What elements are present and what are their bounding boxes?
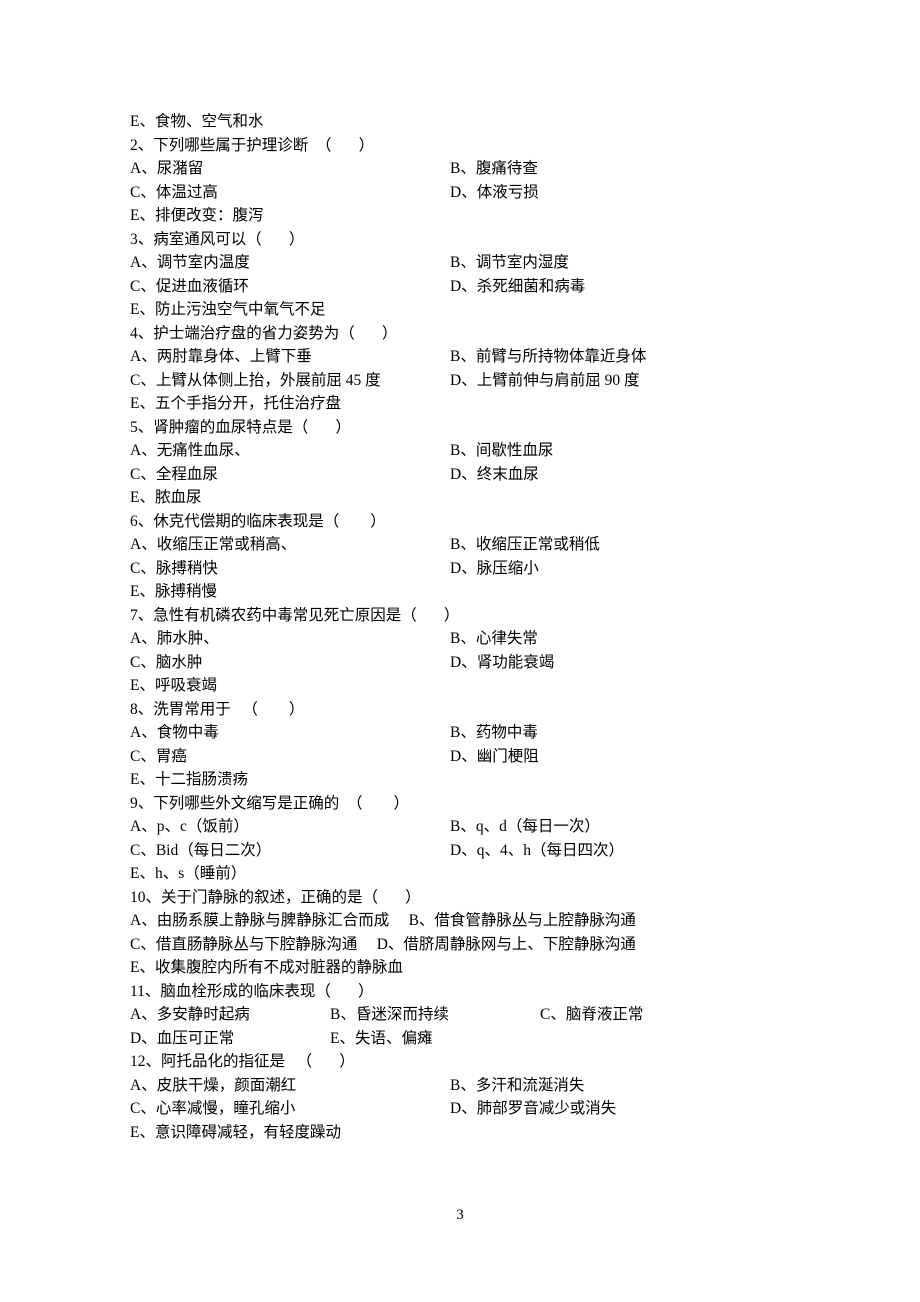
q9-b: B、q、d（每日一次） — [450, 815, 600, 839]
q8-a: A、食物中毒 — [130, 721, 450, 745]
q8-c: C、胃癌 — [130, 745, 450, 769]
q7-d: D、肾功能衰竭 — [450, 651, 554, 675]
q12-ab: A、皮肤干燥，颜面潮红 B、多汗和流涎消失 — [130, 1074, 790, 1098]
q9-ab: A、p、c（饭前） B、q、d（每日一次） — [130, 815, 790, 839]
q7-ab: A、肺水肿、 B、心律失常 — [130, 627, 790, 651]
q2-b: B、腹痛待查 — [450, 157, 538, 181]
q3-ab: A、调节室内温度 B、调节室内湿度 — [130, 251, 790, 275]
q5-cd: C、全程血尿 D、终末血尿 — [130, 463, 790, 487]
q4-e: E、五个手指分开，托住治疗盘 — [130, 392, 790, 416]
q2-d: D、体液亏损 — [450, 181, 539, 205]
q6-d: D、脉压缩小 — [450, 557, 539, 581]
q4-c: C、上臂从体侧上抬，外展前屈 45 度 — [130, 369, 450, 393]
q4-ab: A、两肘靠身体、上臂下垂 B、前臂与所持物体靠近身体 — [130, 345, 790, 369]
q5-d: D、终末血尿 — [450, 463, 539, 487]
q6-c: C、脉搏稍快 — [130, 557, 450, 581]
q7-cd: C、脑水肿 D、肾功能衰竭 — [130, 651, 790, 675]
q3-cd: C、促进血液循环 D、杀死细菌和病毒 — [130, 275, 790, 299]
orphan-option-e: E、食物、空气和水 — [130, 110, 790, 134]
q8-cd: C、胃癌 D、幽门梗阻 — [130, 745, 790, 769]
q12-e: E、意识障碍减轻，有轻度躁动 — [130, 1121, 790, 1145]
q11-c: C、脑脊液正常 — [540, 1003, 643, 1027]
q4-cd: C、上臂从体侧上抬，外展前屈 45 度 D、上臂前伸与肩前屈 90 度 — [130, 369, 790, 393]
q7-e: E、呼吸衰竭 — [130, 674, 790, 698]
q10-ab: A、由肠系膜上静脉与脾静脉汇合而成 B、借食管静脉丛与上腔静脉沟通 — [130, 909, 790, 933]
q10-e: E、收集腹腔内所有不成对脏器的静脉血 — [130, 956, 790, 980]
q12-b: B、多汗和流涎消失 — [450, 1074, 584, 1098]
q6-e: E、脉搏稍慢 — [130, 580, 790, 604]
q3-d: D、杀死细菌和病毒 — [450, 275, 585, 299]
q7-a: A、肺水肿、 — [130, 627, 450, 651]
q8-d: D、幽门梗阻 — [450, 745, 539, 769]
q2-stem: 2、下列哪些属于护理诊断 （ ） — [130, 134, 790, 158]
q4-b: B、前臂与所持物体靠近身体 — [450, 345, 646, 369]
q11-a: A、多安静时起病 — [130, 1003, 330, 1027]
q5-e: E、脓血尿 — [130, 486, 790, 510]
q12-cd: C、心率减慢，瞳孔缩小 D、肺部罗音减少或消失 — [130, 1097, 790, 1121]
q4-stem: 4、护士端治疗盘的省力姿势为（ ） — [130, 322, 790, 346]
q12-stem: 12、阿托品化的指征是 （ ） — [130, 1050, 790, 1074]
q10-cd: C、借直肠静脉丛与下腔静脉沟通 D、借脐周静脉网与上、下腔静脉沟通 — [130, 933, 790, 957]
q5-a: A、无痛性血尿、 — [130, 439, 450, 463]
q7-stem: 7、急性有机磷农药中毒常见死亡原因是（ ） — [130, 604, 790, 628]
q5-b: B、间歇性血尿 — [450, 439, 553, 463]
q12-c: C、心率减慢，瞳孔缩小 — [130, 1097, 450, 1121]
q11-b: B、昏迷深而持续 — [330, 1003, 540, 1027]
q11-de: D、血压可正常 E、失语、偏瘫 — [130, 1027, 790, 1051]
q11-stem: 11、脑血栓形成的临床表现（ ） — [130, 980, 790, 1004]
q11-abc: A、多安静时起病 B、昏迷深而持续 C、脑脊液正常 — [130, 1003, 790, 1027]
q8-e: E、十二指肠溃疡 — [130, 768, 790, 792]
q9-cd: C、Bid（每日二次） D、q、4、h（每日四次） — [130, 839, 790, 863]
q6-ab: A、收缩压正常或稍高、 B、收缩压正常或稍低 — [130, 533, 790, 557]
q8-stem: 8、洗胃常用于 （ ） — [130, 698, 790, 722]
q7-c: C、脑水肿 — [130, 651, 450, 675]
q5-stem: 5、肾肿瘤的血尿特点是（ ） — [130, 416, 790, 440]
q10-stem: 10、关于门静脉的叙述，正确的是（ ） — [130, 886, 790, 910]
q3-a: A、调节室内温度 — [130, 251, 450, 275]
q6-cd: C、脉搏稍快 D、脉压缩小 — [130, 557, 790, 581]
q3-c: C、促进血液循环 — [130, 275, 450, 299]
q9-a: A、p、c（饭前） — [130, 815, 450, 839]
exam-page: E、食物、空气和水 2、下列哪些属于护理诊断 （ ） A、尿潴留 B、腹痛待查 … — [0, 0, 920, 1268]
q2-c: C、体温过高 — [130, 181, 450, 205]
q6-stem: 6、休克代偿期的临床表现是（ ） — [130, 510, 790, 534]
q12-a: A、皮肤干燥，颜面潮红 — [130, 1074, 450, 1098]
q5-ab: A、无痛性血尿、 B、间歇性血尿 — [130, 439, 790, 463]
q9-e: E、h、s（睡前） — [130, 862, 790, 886]
q2-cd: C、体温过高 D、体液亏损 — [130, 181, 790, 205]
q6-b: B、收缩压正常或稍低 — [450, 533, 600, 557]
q2-a: A、尿潴留 — [130, 157, 450, 181]
q3-stem: 3、病室通风可以（ ） — [130, 228, 790, 252]
q2-e: E、排便改变：腹泻 — [130, 204, 790, 228]
q9-d: D、q、4、h（每日四次） — [450, 839, 624, 863]
q2-ab: A、尿潴留 B、腹痛待查 — [130, 157, 790, 181]
q3-e: E、防止污浊空气中氧气不足 — [130, 298, 790, 322]
page-number: 3 — [130, 1204, 790, 1228]
q7-b: B、心律失常 — [450, 627, 538, 651]
q11-d: D、血压可正常 — [130, 1027, 330, 1051]
q12-d: D、肺部罗音减少或消失 — [450, 1097, 616, 1121]
q4-d: D、上臂前伸与肩前屈 90 度 — [450, 369, 639, 393]
q4-a: A、两肘靠身体、上臂下垂 — [130, 345, 450, 369]
q9-c: C、Bid（每日二次） — [130, 839, 450, 863]
q8-b: B、药物中毒 — [450, 721, 538, 745]
q11-e: E、失语、偏瘫 — [330, 1027, 432, 1051]
q9-stem: 9、下列哪些外文缩写是正确的 （ ） — [130, 792, 790, 816]
q3-b: B、调节室内湿度 — [450, 251, 569, 275]
q6-a: A、收缩压正常或稍高、 — [130, 533, 450, 557]
q8-ab: A、食物中毒 B、药物中毒 — [130, 721, 790, 745]
q5-c: C、全程血尿 — [130, 463, 450, 487]
